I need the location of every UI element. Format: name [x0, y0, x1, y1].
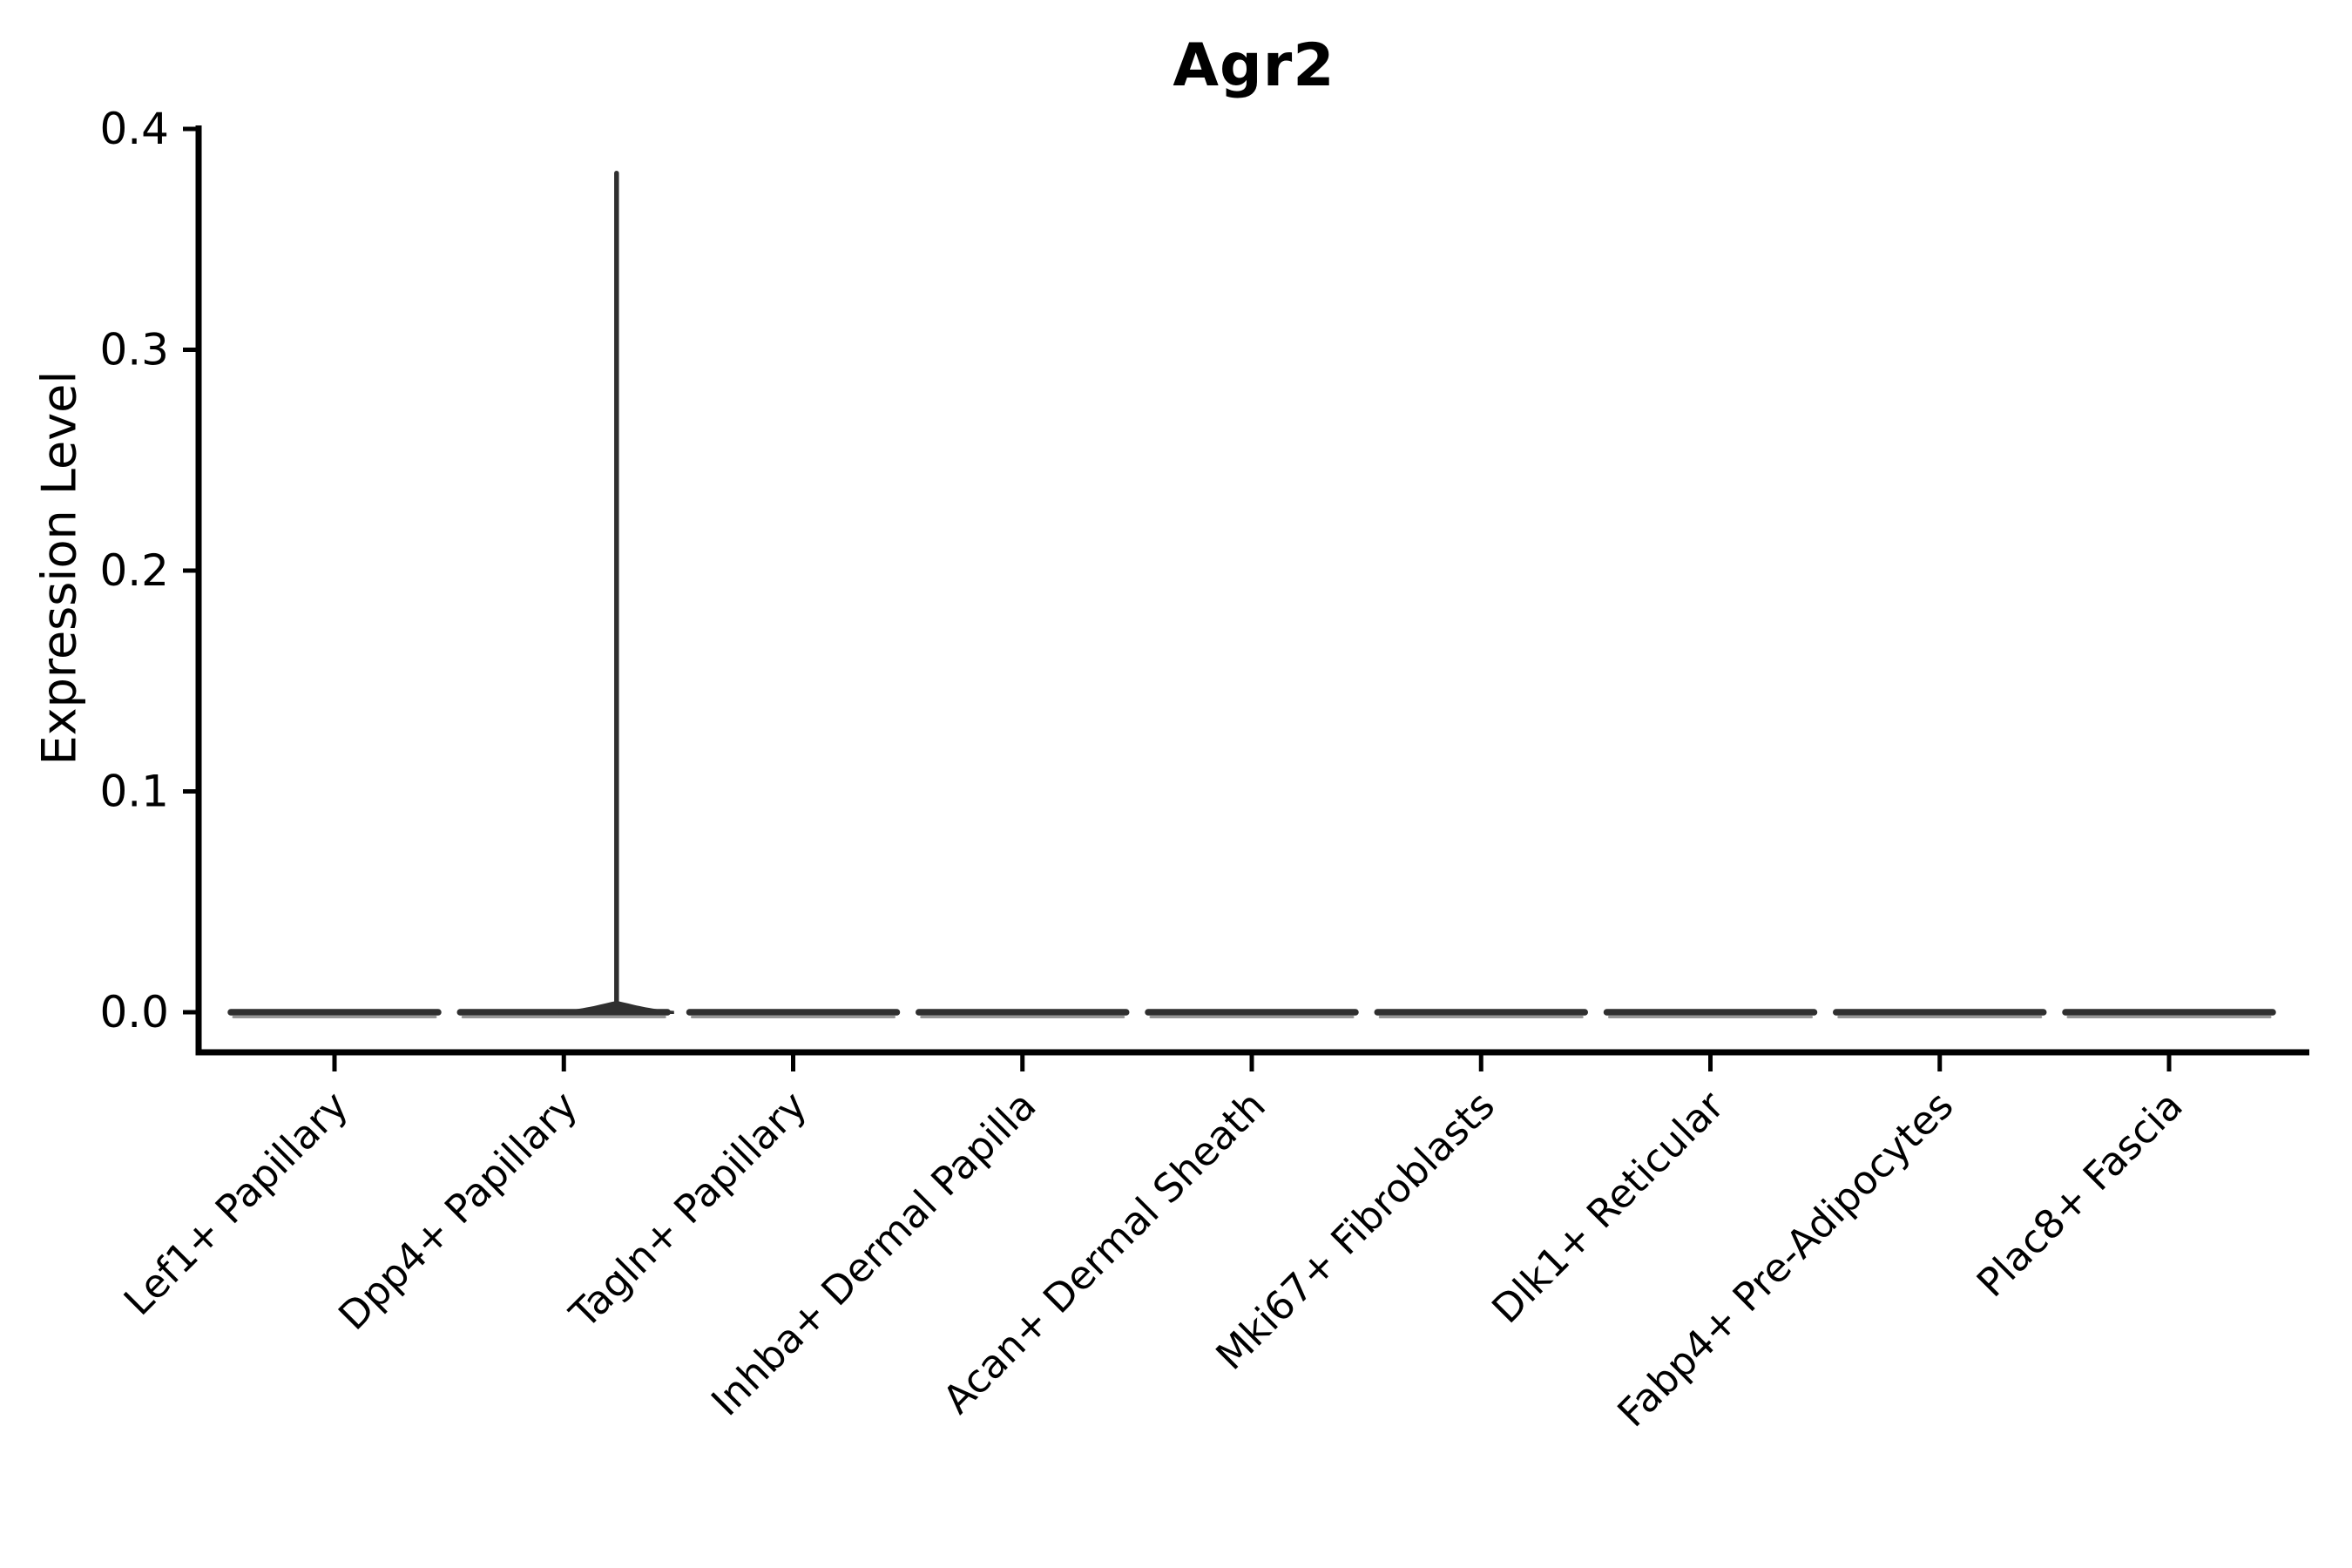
x-tick-label: Plac8+ Fascia: [1968, 1082, 2192, 1306]
y-tick-label: 0.4: [99, 104, 169, 154]
x-tick-label: Lef1+ Papillary: [115, 1082, 357, 1324]
y-tick-label: 0.1: [99, 767, 169, 817]
y-tick-label: 0.0: [99, 987, 169, 1037]
chart-title: Agr2: [1173, 31, 1335, 100]
x-tick-label: Dlk1+ Reticular: [1483, 1082, 1733, 1332]
violin-spike-flare: [558, 1001, 674, 1014]
x-tick-label: Dpp4+ Papillary: [329, 1082, 586, 1339]
y-tick-label: 0.2: [99, 545, 169, 596]
x-tick-label: Tagln+ Papillary: [560, 1082, 815, 1337]
y-tick-label: 0.3: [99, 325, 169, 375]
